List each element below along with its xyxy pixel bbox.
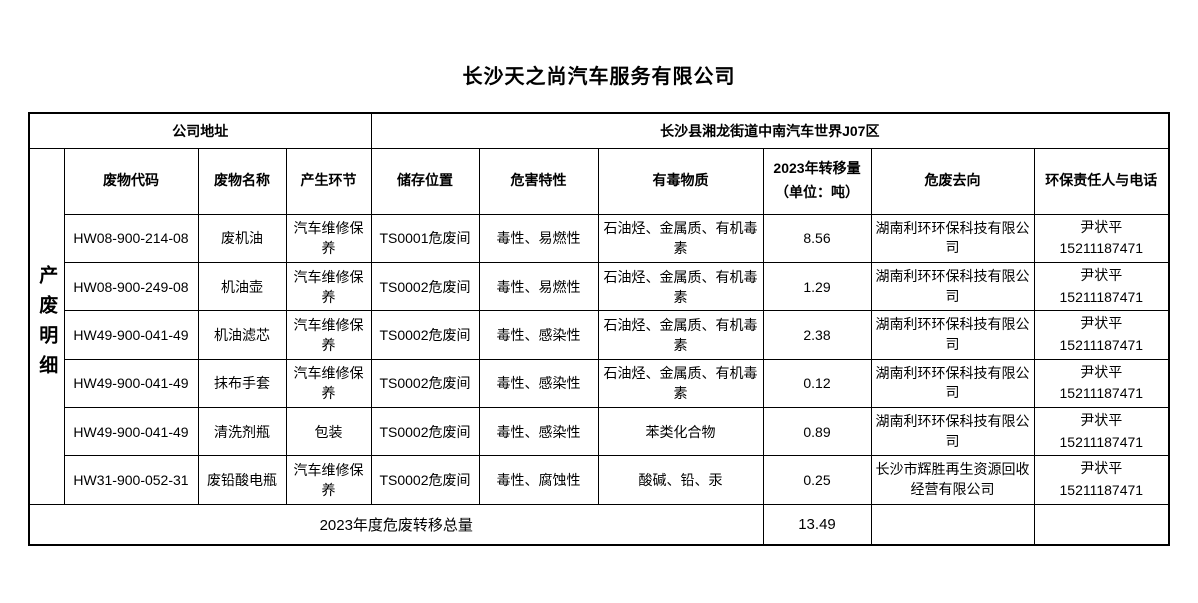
toxic-substances-cell: 苯类化合物 (597, 406, 764, 457)
hazard-traits-cell: 毒性、易燃性 (478, 213, 599, 263)
total-destination-empty-cell (870, 503, 1035, 546)
waste-code-cell: HW08-900-214-08 (63, 213, 199, 263)
waste-destination-cell: 长沙市辉胜再生资源回收经营有限公司 (870, 455, 1035, 505)
generation-stage-cell: 汽车维修保养 (285, 358, 372, 409)
annual-total-value: 13.49 (762, 503, 872, 546)
header-waste-name: 废物名称 (197, 147, 287, 215)
header-waste-code: 废物代码 (63, 147, 199, 215)
responsible-contact-cell: 尹状平 15211187471 (1033, 310, 1170, 360)
waste-code-cell: HW49-900-041-49 (63, 406, 199, 457)
responsible-contact-cell: 尹状平 15211187471 (1033, 455, 1170, 505)
total-row: 2023年度危废转移总量 13.49 (28, 503, 1170, 546)
annual-total-label: 2023年度危废转移总量 (28, 503, 764, 546)
waste-name-cell: 废铅酸电瓶 (197, 455, 287, 505)
waste-destination-cell: 湖南利环环保科技有限公司 (870, 310, 1035, 360)
waste-destination-cell: 湖南利环环保科技有限公司 (870, 358, 1035, 409)
hazardous-waste-table: 公司地址 长沙县湘龙街道中南汽车世界J07区 产废明细 废物代码 废物名称 产生… (28, 112, 1171, 547)
storage-location-cell: TS0002危废间 (370, 455, 480, 505)
total-contact-empty-cell (1033, 503, 1170, 546)
responsible-contact-cell: 尹状平 15211187471 (1033, 213, 1170, 263)
company-address-label: 公司地址 (28, 112, 372, 149)
toxic-substances-cell: 石油烃、金属质、有机毒素 (597, 261, 764, 312)
column-header-row: 产废明细 废物代码 废物名称 产生环节 储存位置 危害特性 有毒物质 2023年… (28, 147, 1170, 505)
waste-name-cell: 清洗剂瓶 (197, 406, 287, 457)
waste-code-cell: HW31-900-052-31 (63, 455, 199, 505)
generation-stage-cell: 包装 (285, 406, 372, 457)
responsible-contact-cell: 尹状平 15211187471 (1033, 358, 1170, 409)
header-waste-destination: 危废去向 (870, 147, 1035, 215)
side-label-cell: 产废明细 (28, 147, 65, 505)
hazard-traits-cell: 毒性、感染性 (478, 358, 599, 409)
hazard-traits-cell: 毒性、易燃性 (478, 261, 599, 312)
responsible-contact-cell: 尹状平 15211187471 (1033, 406, 1170, 457)
storage-location-cell: TS0002危废间 (370, 358, 480, 409)
transfer-amount-cell: 8.56 (762, 213, 872, 263)
toxic-substances-cell: 石油烃、金属质、有机毒素 (597, 358, 764, 409)
transfer-amount-cell: 0.12 (762, 358, 872, 409)
table-row: HW49-900-041-49 机油滤芯 汽车维修保养 TS0002危废间 毒性… (29, 310, 1170, 360)
header-storage-location: 储存位置 (370, 147, 480, 215)
waste-destination-cell: 湖南利环环保科技有限公司 (870, 406, 1035, 457)
header-generation-stage: 产生环节 (285, 147, 372, 215)
company-address-row: 公司地址 长沙县湘龙街道中南汽车世界J07区 (28, 112, 1170, 149)
toxic-substances-cell: 酸碱、铅、汞 (597, 455, 764, 505)
company-address-value: 长沙县湘龙街道中南汽车世界J07区 (370, 112, 1170, 149)
transfer-amount-cell: 0.89 (762, 406, 872, 457)
generation-stage-cell: 汽车维修保养 (285, 261, 372, 312)
storage-location-cell: TS0002危废间 (370, 310, 480, 360)
generation-stage-cell: 汽车维修保养 (285, 213, 372, 263)
toxic-substances-cell: 石油烃、金属质、有机毒素 (597, 213, 764, 263)
table-row: HW49-900-041-49 抹布手套 汽车维修保养 TS0002危废间 毒性… (29, 358, 1170, 409)
waste-name-cell: 抹布手套 (197, 358, 287, 409)
generation-stage-cell: 汽车维修保养 (285, 455, 372, 505)
storage-location-cell: TS0002危废间 (370, 261, 480, 312)
toxic-substances-cell: 石油烃、金属质、有机毒素 (597, 310, 764, 360)
waste-name-cell: 机油壶 (197, 261, 287, 312)
table-row: HW31-900-052-31 废铅酸电瓶 汽车维修保养 TS0002危废间 毒… (29, 455, 1170, 505)
side-label: 产废明细 (36, 264, 58, 385)
header-responsible-contact: 环保责任人与电话 (1033, 147, 1170, 215)
transfer-amount-cell: 1.29 (762, 261, 872, 312)
header-toxic-substances: 有毒物质 (597, 147, 764, 215)
storage-location-cell: TS0002危废间 (370, 406, 480, 457)
generation-stage-cell: 汽车维修保养 (285, 310, 372, 360)
hazard-traits-cell: 毒性、腐蚀性 (478, 455, 599, 505)
table-row: HW08-900-214-08 废机油 汽车维修保养 TS0001危废间 毒性、… (29, 213, 1170, 263)
table-row: HW08-900-249-08 机油壶 汽车维修保养 TS0002危废间 毒性、… (29, 261, 1170, 312)
transfer-amount-cell: 2.38 (762, 310, 872, 360)
table-row: HW49-900-041-49 清洗剂瓶 包装 TS0002危废间 毒性、感染性… (29, 406, 1170, 457)
transfer-amount-cell: 0.25 (762, 455, 872, 505)
waste-code-cell: HW08-900-249-08 (63, 261, 199, 312)
storage-location-cell: TS0001危废间 (370, 213, 480, 263)
waste-destination-cell: 湖南利环环保科技有限公司 (870, 213, 1035, 263)
responsible-contact-cell: 尹状平 15211187471 (1033, 261, 1170, 312)
waste-code-cell: HW49-900-041-49 (63, 358, 199, 409)
header-transfer-amount: 2023年转移量 （单位：吨） (762, 147, 872, 215)
header-hazard-traits: 危害特性 (478, 147, 599, 215)
hazard-traits-cell: 毒性、感染性 (478, 406, 599, 457)
waste-destination-cell: 湖南利环环保科技有限公司 (870, 261, 1035, 312)
page-title: 长沙天之尚汽车服务有限公司 (462, 66, 736, 88)
waste-name-cell: 废机油 (197, 213, 287, 263)
hazard-traits-cell: 毒性、感染性 (478, 310, 599, 360)
waste-name-cell: 机油滤芯 (197, 310, 287, 360)
waste-code-cell: HW49-900-041-49 (63, 310, 199, 360)
